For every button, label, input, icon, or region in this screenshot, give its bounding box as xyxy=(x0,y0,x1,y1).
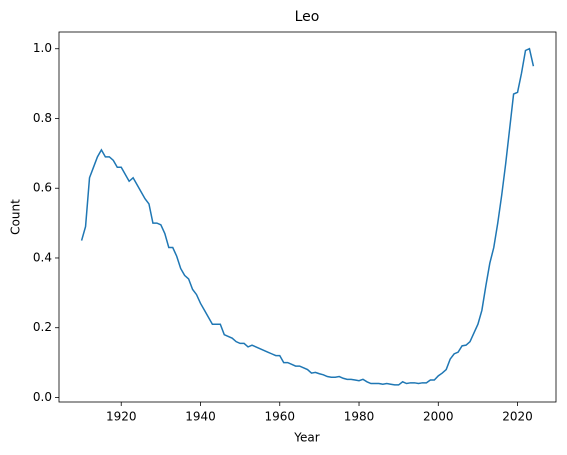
x-tick-label: 1920 xyxy=(106,410,137,424)
y-tick-label: 0.8 xyxy=(33,111,52,125)
x-tick-label: 1980 xyxy=(344,410,375,424)
chart-title: Leo xyxy=(295,9,320,25)
plot-frame xyxy=(58,31,557,403)
x-tick-label: 2020 xyxy=(502,410,533,424)
line xyxy=(80,47,535,386)
x-tick-label: 1960 xyxy=(264,410,295,424)
y-tick-label: 0.0 xyxy=(33,390,52,404)
y-tick-label: 0.2 xyxy=(33,320,52,334)
y-axis-label: Count xyxy=(9,199,23,235)
y-tick-label: 0.6 xyxy=(33,181,52,195)
x-axis-label: Year xyxy=(293,431,319,445)
x-tick-label: 2000 xyxy=(423,410,454,424)
y-tick-label: 0.4 xyxy=(33,250,52,264)
y-tick-label: 1.0 xyxy=(33,41,52,55)
x-tick-label: 1940 xyxy=(185,410,216,424)
